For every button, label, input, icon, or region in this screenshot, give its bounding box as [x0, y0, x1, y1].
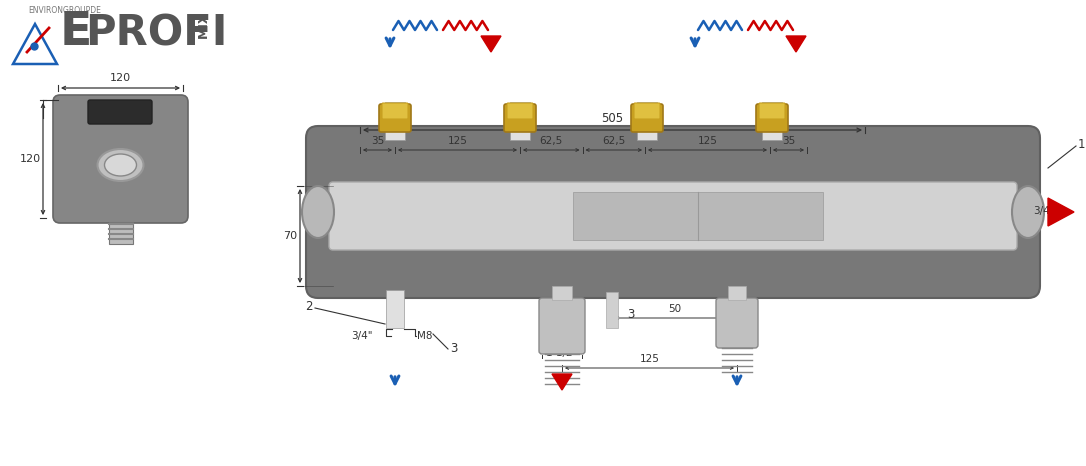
Bar: [728, 286, 746, 300]
FancyBboxPatch shape: [504, 104, 536, 132]
FancyBboxPatch shape: [634, 103, 660, 119]
FancyBboxPatch shape: [539, 298, 585, 354]
Text: 35: 35: [371, 136, 384, 146]
Text: 62,5: 62,5: [540, 136, 563, 146]
FancyBboxPatch shape: [379, 104, 411, 132]
Bar: [606, 292, 618, 328]
Text: 62,5: 62,5: [602, 136, 626, 146]
Text: 3: 3: [627, 308, 634, 321]
FancyBboxPatch shape: [756, 104, 788, 132]
FancyBboxPatch shape: [631, 104, 662, 132]
Bar: [510, 102, 530, 140]
Text: 505: 505: [602, 112, 623, 125]
Ellipse shape: [1012, 186, 1044, 238]
Text: 1: 1: [1078, 137, 1086, 151]
Text: M8: M8: [417, 331, 432, 341]
FancyBboxPatch shape: [329, 182, 1016, 250]
Polygon shape: [1048, 198, 1074, 226]
Text: 50: 50: [668, 304, 681, 314]
Text: ENVIRONGROUPDE: ENVIRONGROUPDE: [28, 6, 101, 15]
Text: 125: 125: [447, 136, 467, 146]
Text: 120: 120: [110, 73, 131, 83]
Bar: [762, 102, 782, 140]
FancyBboxPatch shape: [53, 95, 188, 223]
Bar: [386, 102, 405, 140]
FancyBboxPatch shape: [88, 100, 152, 124]
Text: 70: 70: [282, 231, 296, 241]
Text: 125: 125: [640, 354, 659, 364]
Bar: [573, 192, 823, 240]
FancyBboxPatch shape: [382, 103, 408, 119]
Polygon shape: [552, 374, 572, 390]
Polygon shape: [786, 36, 806, 52]
Bar: [109, 222, 132, 244]
FancyBboxPatch shape: [716, 298, 758, 348]
Text: 35: 35: [782, 136, 795, 146]
Ellipse shape: [302, 186, 334, 238]
Polygon shape: [481, 36, 501, 52]
FancyBboxPatch shape: [759, 103, 785, 119]
Bar: [552, 286, 572, 300]
FancyBboxPatch shape: [507, 103, 533, 119]
Text: 3/4": 3/4": [1033, 206, 1055, 216]
FancyBboxPatch shape: [306, 126, 1040, 298]
Text: 125: 125: [697, 136, 718, 146]
Text: E: E: [60, 10, 92, 55]
Text: MIX: MIX: [197, 12, 210, 39]
Bar: [637, 102, 657, 140]
Text: PROFI: PROFI: [85, 12, 227, 54]
Bar: [386, 290, 404, 328]
Ellipse shape: [98, 149, 143, 181]
Ellipse shape: [104, 154, 137, 176]
Text: 3/4": 3/4": [352, 331, 372, 341]
Text: 120: 120: [20, 154, 41, 164]
Text: 3: 3: [450, 342, 457, 355]
Text: 1 1/2": 1 1/2": [546, 348, 578, 358]
Text: 2: 2: [305, 300, 313, 313]
